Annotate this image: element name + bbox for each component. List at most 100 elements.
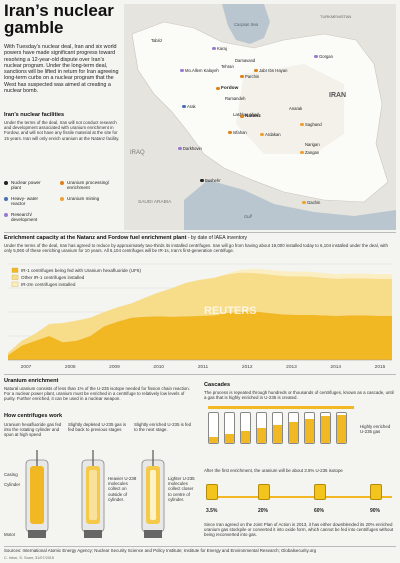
legend-dot — [60, 181, 64, 185]
x-tick-label: 2011 — [198, 364, 209, 370]
cascade-diagram: Highly enriched U-235 gas — [204, 404, 396, 456]
centrifuge-graphic — [25, 450, 165, 538]
centrifuge-fill — [209, 437, 218, 443]
chart-heading: Enrichment capacity at the Natanz and Fo… — [4, 235, 396, 241]
x-tick-label: 2012 — [242, 364, 253, 370]
cascade-centrifuge-icon — [256, 412, 267, 444]
country-label: TURKMENISTAN — [320, 14, 352, 19]
chart-credit: REUTERS — [204, 305, 257, 317]
centrifuge-fill — [337, 414, 346, 443]
centrifuge-diagram: Casing Cylinder Motor Heavier U-238 mole… — [4, 446, 196, 542]
series-other-ir1 — [8, 272, 392, 356]
chart-legend-label: Other IR-1 centrifuges installed — [21, 275, 85, 280]
city-label: Darkhovin — [183, 146, 202, 151]
city-label: Anarak — [289, 106, 303, 111]
highly-enriched-label: Highly enriched U-235 gas — [360, 424, 391, 435]
level-label: 90% — [370, 508, 381, 514]
chart-legend-swatch — [11, 274, 19, 280]
facility-marker — [182, 104, 186, 108]
legend-label: Research/ development — [11, 212, 38, 222]
legend-label: Heavy- water reactor — [11, 196, 39, 206]
legend-dot — [4, 181, 8, 185]
centrifuge-fill — [257, 428, 266, 443]
centrifuge-fill — [305, 419, 314, 443]
facilities-text: Under the terms of the deal, Iran will n… — [4, 120, 120, 141]
city-label: Fordow — [221, 86, 239, 91]
cascade-centrifuge-icon — [304, 412, 315, 444]
x-tick-label: 2013 — [286, 364, 297, 370]
city-label: Damavand — [235, 58, 256, 63]
city-label: Tabriz — [151, 38, 163, 43]
facility-marker — [228, 130, 232, 134]
facilities-legend: Nuclear power plant Uranium processing/ … — [4, 180, 124, 228]
city-label: Arak — [187, 104, 196, 109]
chart-text: Under the terms of the deal, Iran has ag… — [4, 243, 388, 254]
chart-svg: IR-1 centrifuges being fed with Uranium … — [8, 263, 392, 370]
city-label: Saghand — [305, 122, 322, 127]
city-label: Isfahan — [233, 130, 247, 135]
divider — [4, 232, 396, 233]
lighter-label: Lighter U-235 molecules collect closer t… — [168, 476, 195, 502]
city-label: Mo.Allem Kalayeh — [185, 68, 219, 73]
canister-icon — [206, 484, 218, 500]
cascade-centrifuge-icon — [320, 412, 331, 444]
centrifuge-fill — [321, 416, 330, 443]
country-label: IRAQ — [130, 150, 145, 156]
level-label: 20% — [258, 508, 269, 514]
legend-label: Uranium mining — [67, 196, 100, 201]
cascade-centrifuge-icon — [272, 412, 283, 444]
facility-marker — [240, 114, 244, 118]
city-label: Bushehr — [205, 178, 221, 183]
step-2: Slightly depleted U-235 gas is fed back … — [68, 422, 127, 433]
city-label: Jabr Ibn Hayan — [259, 68, 288, 73]
x-tick-label: 2008 — [65, 364, 76, 370]
city-label: Gachin — [307, 200, 321, 205]
facility-marker — [216, 86, 220, 90]
byline: C. Inton, S. Scarr, 31/07/2015 — [4, 556, 55, 560]
enrichment-text: Natural uranium consists of less than 1%… — [4, 386, 190, 402]
cascade-centrifuge-icon — [288, 412, 299, 444]
facility-marker — [212, 46, 216, 50]
divider — [4, 546, 396, 547]
facility-marker — [302, 200, 306, 204]
sea-label: Gulf — [244, 214, 252, 219]
country-label: SAUDI ARABIA — [138, 200, 172, 205]
canister-icon — [314, 484, 326, 500]
enrichment-levels: 3.5% 20% 60% 90% — [204, 478, 396, 518]
facility-marker — [300, 122, 304, 126]
city-label: Zangan — [305, 150, 320, 155]
enrichment-heading: Uranium enrichment — [4, 378, 59, 384]
facilities-heading: Iran’s nuclear facilities — [4, 112, 65, 118]
level-label: 60% — [314, 508, 325, 514]
motor-label: Motor — [4, 532, 16, 537]
chart-legend-swatch — [11, 267, 19, 273]
sources: Sources: International Atomic Energy Age… — [4, 548, 317, 553]
city-label: Narigan — [305, 142, 320, 147]
chart-title-suffix: - by date of IAEA inventory — [186, 235, 248, 241]
level-label: 3.5% — [206, 508, 218, 514]
cascade-centrifuge-icon — [208, 412, 219, 444]
cascades-heading: Cascades — [204, 382, 231, 388]
facility-marker — [314, 54, 318, 58]
facility-marker — [200, 178, 204, 182]
map-graphic — [124, 4, 396, 230]
legend-dot — [4, 213, 8, 217]
series-ir2m — [8, 268, 392, 353]
facility-marker — [254, 68, 258, 72]
city-label: Ramandeh — [225, 96, 246, 101]
facility-marker — [180, 68, 184, 72]
enrichment-chart: IR-1 centrifuges being fed with Uranium … — [4, 254, 396, 378]
how-heading: How centrifuges work — [4, 413, 63, 419]
facility-marker — [300, 150, 304, 154]
cascade-centrifuge-icon — [224, 412, 235, 444]
centrifuge-fill — [289, 422, 298, 443]
x-tick-label: 2007 — [21, 364, 32, 370]
intro-text: With Tuesday’s nuclear deal, Iran and si… — [4, 44, 119, 95]
chart-legend-label: IR-1 centrifuges being fed with Uranium … — [21, 268, 141, 273]
legend-dot — [4, 197, 8, 201]
divider — [4, 374, 396, 375]
step-3: Slightly enriched U-235 is fed to the ne… — [134, 422, 192, 433]
legend-label: Nuclear power plant — [11, 180, 41, 190]
after-first-text: After the first enrichment, the uranium … — [204, 468, 343, 473]
city-label: Gorgan — [319, 54, 333, 59]
